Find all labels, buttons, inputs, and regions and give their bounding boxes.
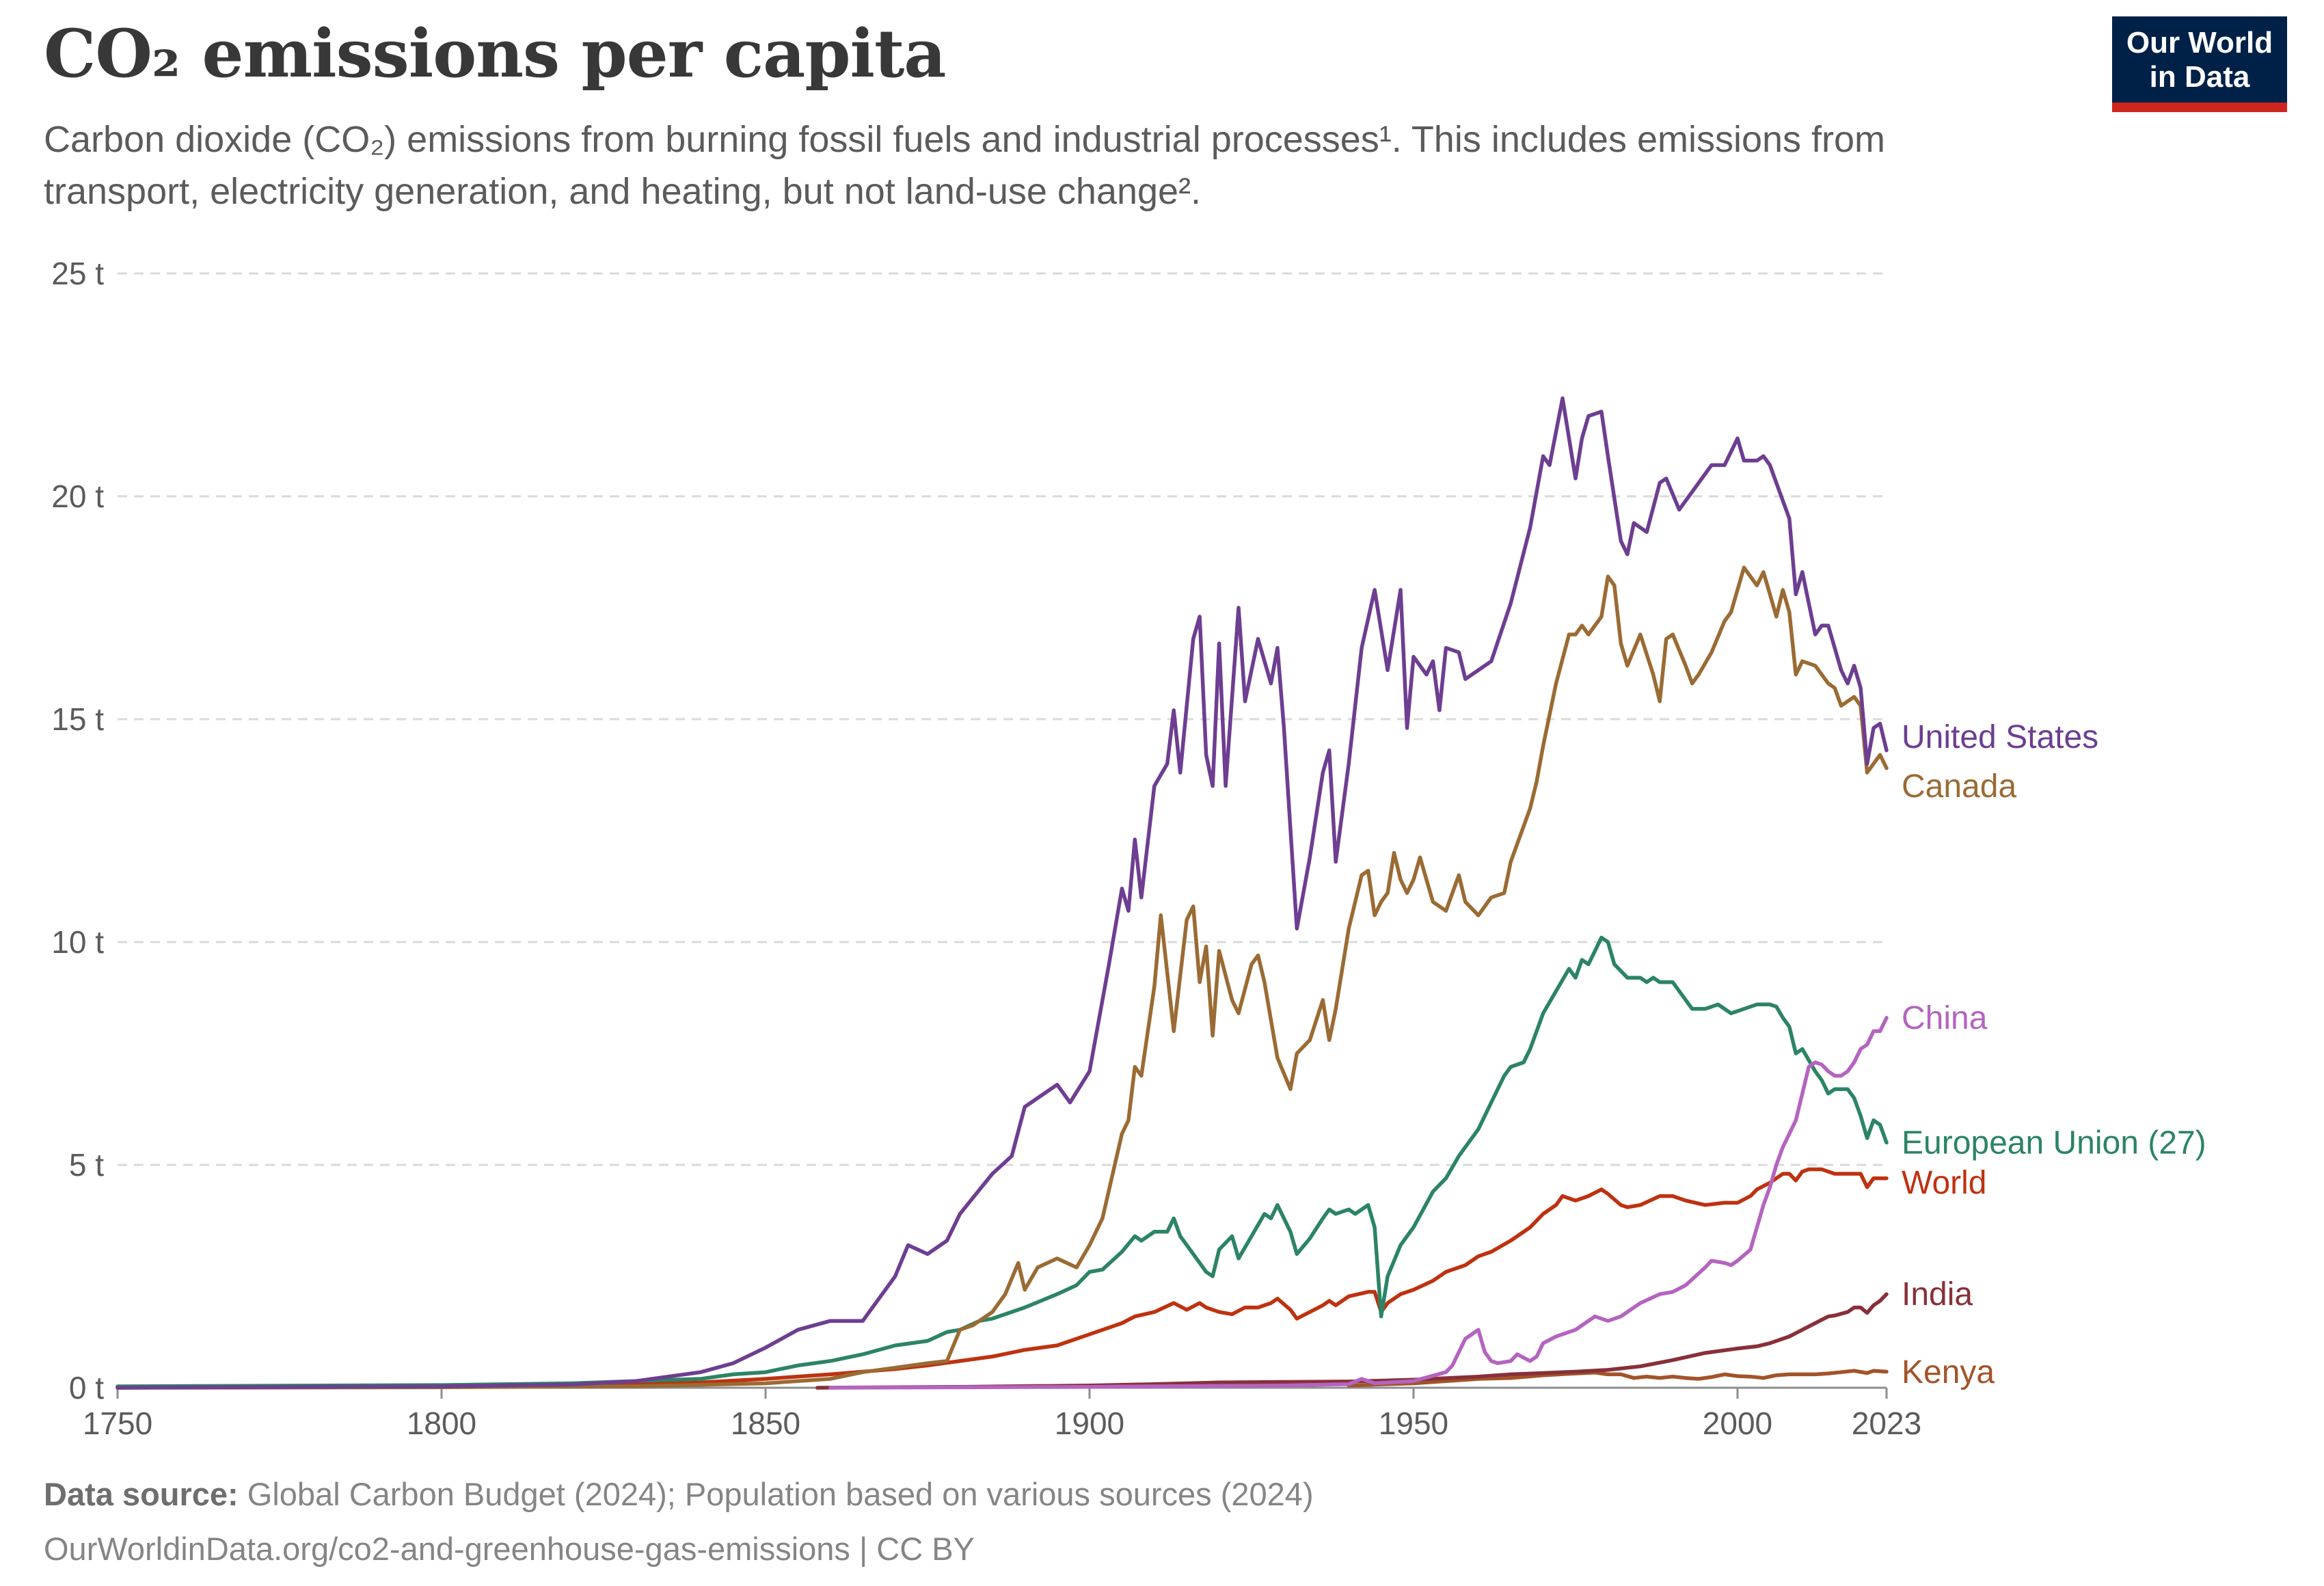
- y-tick-label: 20 t: [51, 479, 104, 514]
- x-tick-label: 2000: [1703, 1406, 1772, 1441]
- series-line-world: [116, 1167, 1889, 1390]
- y-tick-label: 5 t: [69, 1147, 104, 1183]
- data-source-label: Data source:: [44, 1476, 239, 1512]
- x-tick-label: 1800: [407, 1406, 476, 1441]
- chart-subtitle: Carbon dioxide (CO₂) emissions from burn…: [44, 119, 1886, 212]
- x-tick-label: 2023: [1852, 1406, 1921, 1441]
- logo-line-1: Our World: [2126, 26, 2273, 59]
- series-line-european-union-27: [116, 935, 1889, 1388]
- x-tick-label: 1750: [83, 1406, 152, 1441]
- series-line-china: [828, 1016, 1889, 1390]
- series-labels: United States Canada China European Union (…: [1902, 719, 2206, 1390]
- series-label: India: [1902, 1276, 1973, 1313]
- series-label: China: [1902, 1000, 1988, 1036]
- data-source: Data source: Global Carbon Budget (2024)…: [44, 1475, 1314, 1513]
- owid-logo[interactable]: Our World in Data: [2112, 16, 2287, 112]
- x-tick-label: 1850: [731, 1406, 800, 1441]
- series-label: World: [1902, 1165, 1986, 1201]
- y-tick-label: 0 t: [69, 1370, 104, 1406]
- series-lines: [116, 396, 1889, 1390]
- series-line-canada: [116, 565, 1889, 1390]
- axes: 0 t 5 t 10 t 15 t 20 t 25 t 1750 1800 1850 1900 19…: [51, 256, 1921, 1441]
- series-line-india: [815, 1292, 1889, 1390]
- y-tick-label: 10 t: [51, 924, 104, 960]
- series-label: Canada: [1902, 768, 2016, 805]
- logo-line-2: in Data: [2149, 60, 2250, 94]
- series-label: Kenya: [1902, 1354, 1995, 1390]
- gridlines: [118, 272, 1887, 1166]
- series-label: United States: [1902, 719, 2098, 755]
- y-tick-label: 25 t: [51, 256, 104, 291]
- source-url[interactable]: OurWorldinData.org/co2-and-greenhouse-ga…: [44, 1531, 975, 1567]
- x-tick-label: 1950: [1379, 1406, 1448, 1441]
- series-line-kenya: [1347, 1369, 1889, 1388]
- data-source-text: Global Carbon Budget (2024); Population …: [247, 1476, 1314, 1512]
- series-line-united-states: [116, 396, 1889, 1390]
- series-label: European Union (27): [1902, 1125, 2206, 1161]
- x-tick-label: 1900: [1055, 1406, 1124, 1441]
- chart-title: CO₂ emissions per capita: [44, 15, 946, 92]
- y-tick-label: 15 t: [51, 701, 104, 737]
